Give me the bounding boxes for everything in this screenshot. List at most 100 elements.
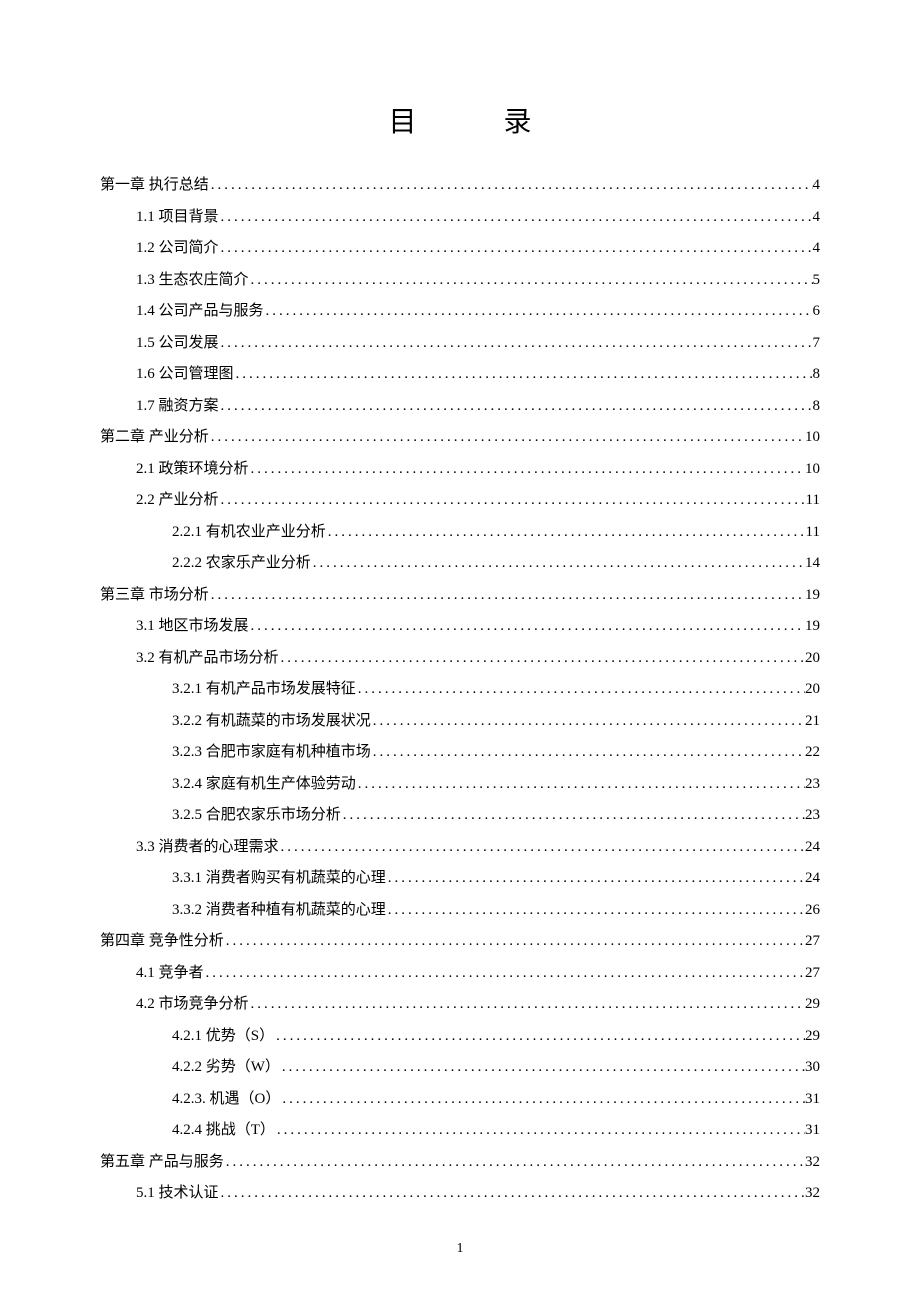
toc-entry-label: 4.2.4 挑战（T） (172, 1115, 275, 1147)
toc-entry-page: 29 (805, 1021, 820, 1053)
toc-entry-page: 19 (805, 611, 820, 643)
toc-entry-page: 24 (805, 832, 820, 864)
toc-entry-page: 23 (805, 769, 820, 801)
toc-leader-dots (326, 517, 806, 549)
toc-entry-label: 4.1 竞争者 (136, 958, 204, 990)
toc-entry-label: 3.2.5 合肥农家乐市场分析 (172, 800, 341, 832)
toc-entry: 4.2.2 劣势（W） 30 (100, 1052, 820, 1084)
toc-entry-label: 3.2.4 家庭有机生产体验劳动 (172, 769, 356, 801)
toc-entry-page: 14 (805, 548, 820, 580)
toc-entry: 4.1 竞争者 27 (100, 958, 820, 990)
toc-leader-dots (219, 233, 813, 265)
toc-entry-label: 第四章 竞争性分析 (100, 926, 224, 958)
toc-entry-page: 27 (805, 958, 820, 990)
toc-entry-label: 3.3 消费者的心理需求 (136, 832, 279, 864)
toc-entry-page: 6 (813, 296, 821, 328)
toc-entry-label: 4.2.2 劣势（W） (172, 1052, 280, 1084)
toc-leader-dots (356, 674, 805, 706)
toc-entry: 3.3.1 消费者购买有机蔬菜的心理24 (100, 863, 820, 895)
toc-entry-label: 3.3.1 消费者购买有机蔬菜的心理 (172, 863, 386, 895)
toc-entry-label: 2.2.2 农家乐产业分析 (172, 548, 311, 580)
toc-entry-label: 4.2 市场竞争分析 (136, 989, 249, 1021)
toc-entry-label: 1.7 融资方案 (136, 391, 219, 423)
toc-entry-page: 22 (805, 737, 820, 769)
toc-entry: 1.2 公司简介4 (100, 233, 820, 265)
toc-entry-page: 5 (813, 265, 821, 297)
toc-entry: 2.1 政策环境分析10 (100, 454, 820, 486)
toc-entry: 4.2.3. 机遇（O）31 (100, 1084, 820, 1116)
toc-entry: 5.1 技术认证 32 (100, 1178, 820, 1210)
toc-entry-page: 32 (805, 1178, 820, 1210)
toc-leader-dots (219, 328, 813, 360)
toc-entry-page: 8 (813, 391, 821, 423)
toc-entry-page: 10 (805, 422, 820, 454)
page-number: 1 (0, 1241, 920, 1257)
toc-entry-label: 3.3.2 消费者种植有机蔬菜的心理 (172, 895, 386, 927)
toc-entry: 4.2 市场竞争分析 29 (100, 989, 820, 1021)
toc-entry-label: 1.5 公司发展 (136, 328, 219, 360)
toc-entry: 第二章 产业分析10 (100, 422, 820, 454)
toc-entry-label: 5.1 技术认证 (136, 1178, 219, 1210)
toc-leader-dots (224, 1147, 805, 1179)
toc-leader-dots (279, 832, 805, 864)
toc-entry: 1.7 融资方案 8 (100, 391, 820, 423)
toc-entry-label: 4.2.3. 机遇（O） (172, 1084, 280, 1116)
toc-leader-dots (274, 1021, 805, 1053)
toc-leader-dots (275, 1115, 805, 1147)
toc-entry-label: 3.1 地区市场发展 (136, 611, 249, 643)
toc-entry-label: 3.2.3 合肥市家庭有机种植市场 (172, 737, 371, 769)
toc-entry: 3.2 有机产品市场分析20 (100, 643, 820, 675)
toc-entry-label: 3.2.1 有机产品市场发展特征 (172, 674, 356, 706)
toc-entry: 3.2.2 有机蔬菜的市场发展状况21 (100, 706, 820, 738)
toc-entry: 3.3.2 消费者种植有机蔬菜的心理 26 (100, 895, 820, 927)
toc-entry: 第三章 市场分析19 (100, 580, 820, 612)
toc-entry: 3.2.4 家庭有机生产体验劳动 23 (100, 769, 820, 801)
toc-entry-page: 31 (805, 1115, 820, 1147)
toc-leader-dots (204, 958, 805, 990)
toc-entry-page: 8 (813, 359, 821, 391)
toc-entry-label: 第一章 执行总结 (100, 170, 209, 202)
toc-entry-page: 29 (805, 989, 820, 1021)
toc-leader-dots (209, 170, 813, 202)
toc-entry-page: 21 (805, 706, 820, 738)
toc-leader-dots (224, 926, 805, 958)
toc-entry: 2.2 产业分析11 (100, 485, 820, 517)
toc-entry-label: 1.2 公司简介 (136, 233, 219, 265)
toc-leader-dots (280, 1084, 805, 1116)
toc-entry: 1.6 公司管理图 8 (100, 359, 820, 391)
toc-entry: 4.2.1 优势（S）29 (100, 1021, 820, 1053)
toc-leader-dots (371, 737, 805, 769)
toc-entry: 2.2.2 农家乐产业分析 14 (100, 548, 820, 580)
toc-entry: 第四章 竞争性分析27 (100, 926, 820, 958)
toc-leader-dots (386, 895, 805, 927)
toc-entry-page: 11 (806, 517, 820, 549)
toc-entry: 1.3 生态农庄简介5 (100, 265, 820, 297)
toc-entry-page: 4 (813, 170, 821, 202)
toc-entry-page: 11 (806, 485, 820, 517)
toc-entry-label: 1.6 公司管理图 (136, 359, 234, 391)
toc-container: 第一章 执行总结41.1 项目背景41.2 公司简介41.3 生态农庄简介51.… (100, 170, 820, 1210)
toc-leader-dots (219, 202, 813, 234)
toc-entry: 3.3 消费者的心理需求 24 (100, 832, 820, 864)
toc-entry: 1.1 项目背景4 (100, 202, 820, 234)
toc-entry-page: 20 (805, 674, 820, 706)
toc-entry-page: 30 (805, 1052, 820, 1084)
toc-title: 目 录 (100, 100, 820, 140)
toc-entry-label: 第三章 市场分析 (100, 580, 209, 612)
toc-leader-dots (234, 359, 813, 391)
toc-leader-dots (209, 422, 805, 454)
toc-leader-dots (311, 548, 805, 580)
toc-entry-page: 7 (813, 328, 821, 360)
toc-leader-dots (386, 863, 805, 895)
toc-entry: 1.5 公司发展 7 (100, 328, 820, 360)
toc-leader-dots (249, 989, 805, 1021)
toc-leader-dots (249, 611, 805, 643)
toc-entry-label: 1.4 公司产品与服务 (136, 296, 264, 328)
toc-entry-page: 26 (805, 895, 820, 927)
toc-leader-dots (371, 706, 805, 738)
toc-entry-page: 23 (805, 800, 820, 832)
toc-leader-dots (341, 800, 805, 832)
toc-entry-page: 32 (805, 1147, 820, 1179)
toc-leader-dots (249, 454, 805, 486)
toc-leader-dots (249, 265, 813, 297)
